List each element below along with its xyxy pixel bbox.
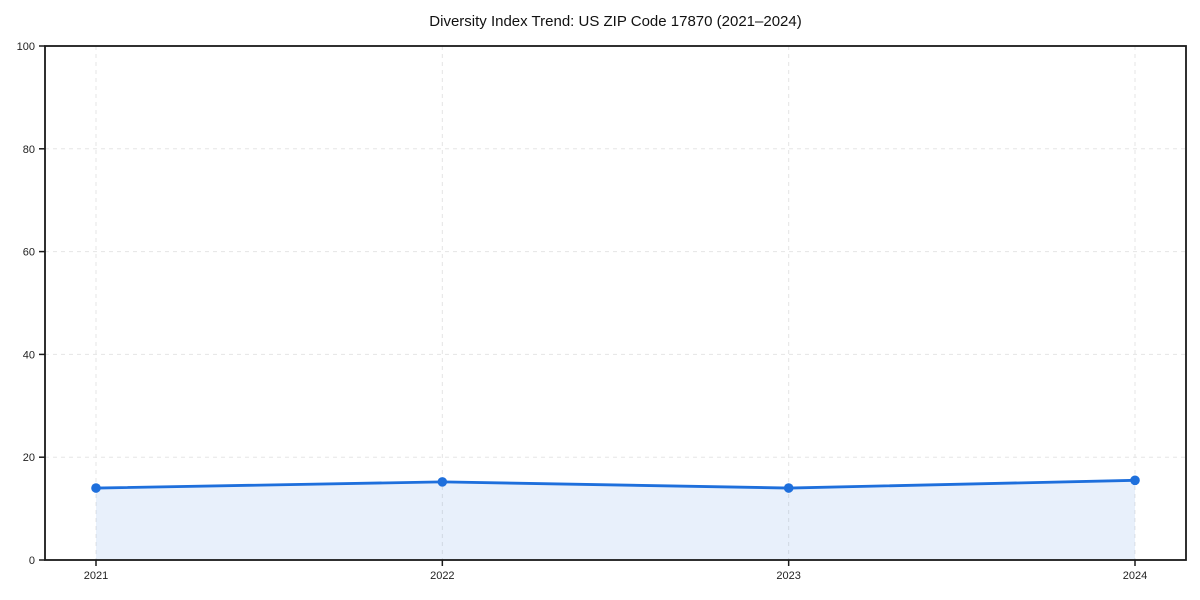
plot-border [44,45,1187,561]
data-point-marker [1130,475,1140,486]
y-axis-tick-label: 20 [23,452,35,464]
y-axis-tick-label: 80 [23,144,35,156]
y-axis-tick-label: 0 [29,555,35,567]
x-axis-tick-label: 2022 [430,570,454,582]
x-axis-tick-label: 2021 [84,570,108,582]
data-point-marker [91,483,101,493]
y-axis-tick-label: 40 [23,349,35,361]
area-fill [96,480,1135,560]
x-axis-tick-label: 2024 [1123,570,1147,582]
y-axis-tick-label: 100 [17,41,35,53]
x-axis-tick-label: 2023 [776,570,800,582]
chart-title: Diversity Index Trend: US ZIP Code 17870… [429,13,802,30]
data-point-marker [783,483,794,493]
y-axis-tick-label: 60 [23,247,35,259]
trend-line [94,478,1137,490]
data-point-marker [437,477,448,487]
